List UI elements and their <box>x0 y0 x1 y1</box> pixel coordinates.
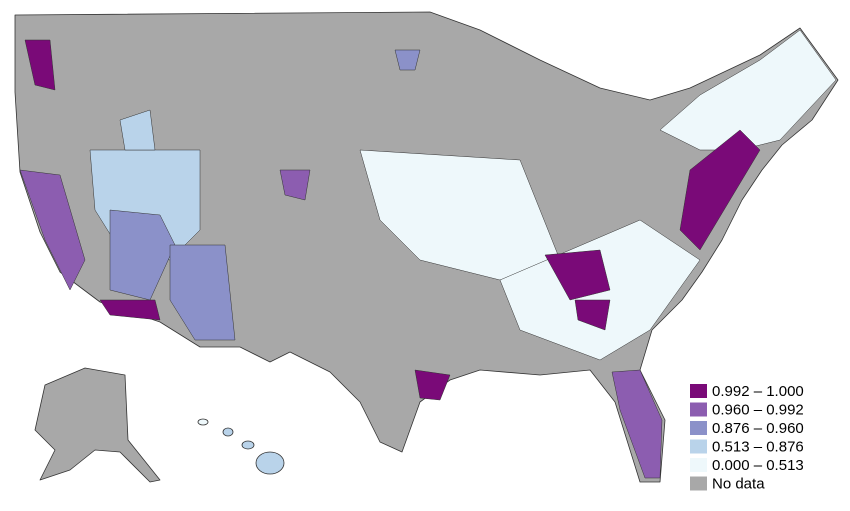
region <box>19 169 86 291</box>
legend-swatch <box>690 439 707 454</box>
hawaii <box>255 451 285 475</box>
region <box>119 109 156 151</box>
region <box>414 369 451 401</box>
legend-swatch <box>690 402 707 417</box>
hawaii <box>222 427 234 437</box>
legend-label: 0.992 – 1.000 <box>712 383 804 400</box>
legend-swatch <box>690 384 707 398</box>
legend-label: 0.513 – 0.876 <box>712 438 804 455</box>
region <box>659 29 837 151</box>
region <box>109 209 176 301</box>
region <box>279 169 311 201</box>
legend-swatch <box>690 476 707 491</box>
region <box>99 299 161 321</box>
hawaii <box>197 418 209 426</box>
region <box>611 369 663 479</box>
legend-label: 0.876 – 0.960 <box>712 420 804 437</box>
legend-swatch <box>690 458 707 472</box>
region <box>574 299 611 331</box>
legend-label: No data <box>712 475 765 492</box>
alaska <box>34 367 161 483</box>
region <box>24 39 56 91</box>
legend-label: 0.000 – 0.513 <box>712 457 804 474</box>
region <box>169 244 236 341</box>
legend-swatch <box>690 421 707 435</box>
legend-label: 0.960 – 0.992 <box>712 401 804 418</box>
region <box>394 49 421 71</box>
region <box>544 249 611 301</box>
regions <box>19 29 837 479</box>
region <box>679 129 761 251</box>
hawaii <box>241 440 255 450</box>
